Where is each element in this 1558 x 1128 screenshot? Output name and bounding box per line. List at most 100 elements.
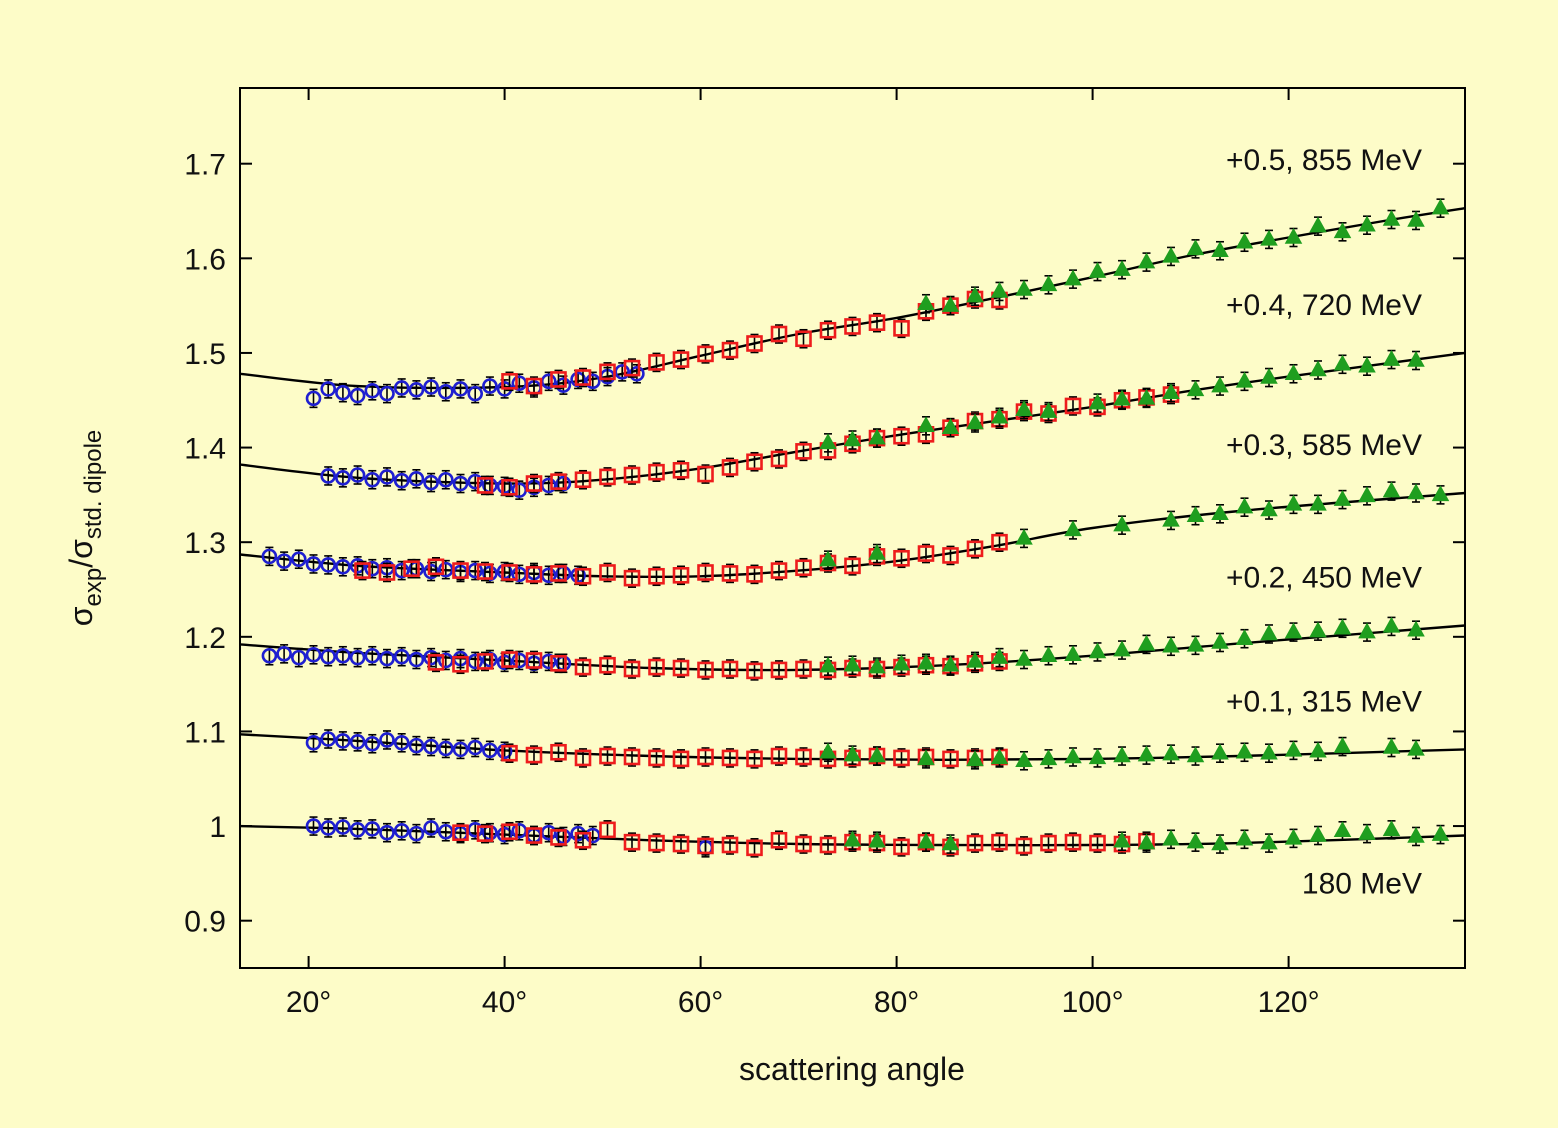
marker-4-triangle-11 <box>1137 388 1156 409</box>
marker-1-circle-1 <box>320 729 337 749</box>
marker-2-triangle-18 <box>1260 624 1278 644</box>
marker-0-square-1 <box>476 823 494 844</box>
marker-1-circle-2 <box>335 731 351 751</box>
marker-0-circle-0 <box>305 816 322 836</box>
marker-1-triangle-0 <box>819 742 837 763</box>
marker-4-square-3 <box>550 471 567 492</box>
marker-4-square-12 <box>770 449 788 469</box>
marker-0-square-0 <box>452 822 469 843</box>
marker-0-square-3 <box>525 825 543 846</box>
marker-4-square-4 <box>574 469 592 490</box>
marker-5-triangle-9 <box>1137 252 1156 272</box>
marker-0-square-10 <box>697 836 714 856</box>
marker-3-circle-4 <box>320 555 337 575</box>
marker-3-triangle-13 <box>1358 486 1376 506</box>
marker-3-circle-7 <box>364 558 381 579</box>
marker-5-circle-5 <box>379 383 395 404</box>
y-axis-symbol-1: σ <box>63 606 99 626</box>
marker-4-triangle-5 <box>966 413 984 433</box>
marker-3-square-24 <box>942 545 959 566</box>
marker-3-circle-2 <box>290 549 307 570</box>
marker-0-square-12 <box>746 838 763 858</box>
series-labels: 180 MeV +0.1, 315 MeV +0.2, 450 MeV +0.3, 5… <box>1226 144 1422 900</box>
x-tick-label-4: 100° <box>1062 986 1124 1019</box>
y-axis-sub-2: std. dipole <box>80 430 107 539</box>
marker-3-square-25 <box>966 539 984 559</box>
marker-3-triangle-7 <box>1211 504 1229 524</box>
marker-2-square-2 <box>476 651 494 672</box>
marker-2-triangle-3 <box>892 654 911 675</box>
marker-2-square-13 <box>746 661 763 681</box>
marker-3-square-11 <box>623 568 641 588</box>
marker-2-triangle-8 <box>1015 649 1033 670</box>
marker-0-triangle-12 <box>1309 825 1327 846</box>
marker-2-triangle-6 <box>966 651 984 672</box>
marker-5-circle-2 <box>335 382 351 403</box>
marker-0-square-5 <box>574 830 592 851</box>
y-tick-label-1: 1 <box>209 811 226 844</box>
marker-5-square-2 <box>550 369 567 390</box>
marker-3-square-1 <box>378 562 396 583</box>
y-tick-label-3: 1.2 <box>184 622 226 655</box>
y-tick-label-4: 1.3 <box>184 527 226 560</box>
marker-0-square-14 <box>795 834 812 854</box>
marker-3-square-3 <box>427 556 445 577</box>
marker-3-square-16 <box>746 564 763 585</box>
marker-1-circle-10 <box>452 739 469 760</box>
marker-3-square-15 <box>721 563 739 584</box>
marker-4-triangle-22 <box>1407 350 1425 371</box>
marker-1-circle-9 <box>437 738 454 759</box>
marker-0-square-26 <box>1089 833 1106 853</box>
marker-4-triangle-4 <box>941 417 960 438</box>
marker-5-square-12 <box>795 328 812 349</box>
marker-2-square-4 <box>525 650 543 671</box>
marker-5-circle-12 <box>482 376 498 396</box>
marker-5-circle-1 <box>320 379 337 399</box>
marker-4-circle-9 <box>452 473 469 494</box>
y-axis-symbol-2: σ <box>63 539 99 559</box>
marker-5-triangle-13 <box>1235 232 1254 253</box>
series-label-4: +0.4, 720 MeV <box>1226 289 1422 322</box>
marker-0-triangle-6 <box>1162 829 1180 850</box>
x-axis-title: scattering angle <box>739 1051 965 1087</box>
marker-4-triangle-6 <box>990 407 1009 428</box>
marker-5-square-6 <box>648 352 665 373</box>
marker-1-square-11 <box>770 746 788 766</box>
marker-2-triangle-4 <box>917 653 935 674</box>
marker-4-triangle-16 <box>1260 367 1278 388</box>
marker-2-triangle-1 <box>843 655 862 676</box>
marker-0-triangle-14 <box>1358 823 1376 844</box>
marker-5-triangle-2 <box>966 286 984 306</box>
marker-2-triangle-14 <box>1162 636 1180 657</box>
marker-4-triangle-10 <box>1113 389 1131 410</box>
marker-1-circle-4 <box>364 733 381 754</box>
marker-5-square-9 <box>721 340 739 360</box>
marker-2-circle-11 <box>423 647 439 668</box>
marker-2-circle-1 <box>276 644 292 664</box>
marker-5-triangle-16 <box>1309 216 1327 236</box>
marker-4-square-2 <box>525 473 543 494</box>
marker-5-triangle-14 <box>1260 229 1278 250</box>
marker-4-circle-1 <box>335 468 351 488</box>
marker-2-square-10 <box>672 658 690 678</box>
marker-0-circle-2 <box>335 817 351 837</box>
marker-2-triangle-22 <box>1358 622 1376 642</box>
marker-5-circle-7 <box>408 380 425 400</box>
marker-0-triangle-13 <box>1333 820 1352 841</box>
marker-4-triangle-8 <box>1039 401 1058 422</box>
marker-3-square-20 <box>844 556 861 576</box>
marker-0-triangle-11 <box>1284 828 1303 849</box>
marker-0-circle-1 <box>320 818 337 838</box>
marker-2-triangle-17 <box>1235 628 1254 649</box>
marker-2-triangle-10 <box>1064 644 1082 665</box>
marker-0-square-6 <box>599 820 616 840</box>
marker-4-square-5 <box>599 467 616 487</box>
marker-3-circle-11 <box>423 561 439 582</box>
marker-3-triangle-16 <box>1431 485 1450 505</box>
marker-4-square-7 <box>648 462 665 482</box>
marker-2-square-0 <box>427 652 445 673</box>
marker-2-square-15 <box>795 659 812 679</box>
marker-2-circle-0 <box>261 645 278 666</box>
marker-1-triangle-15 <box>1235 742 1254 763</box>
marker-0-circle-3 <box>349 820 366 840</box>
